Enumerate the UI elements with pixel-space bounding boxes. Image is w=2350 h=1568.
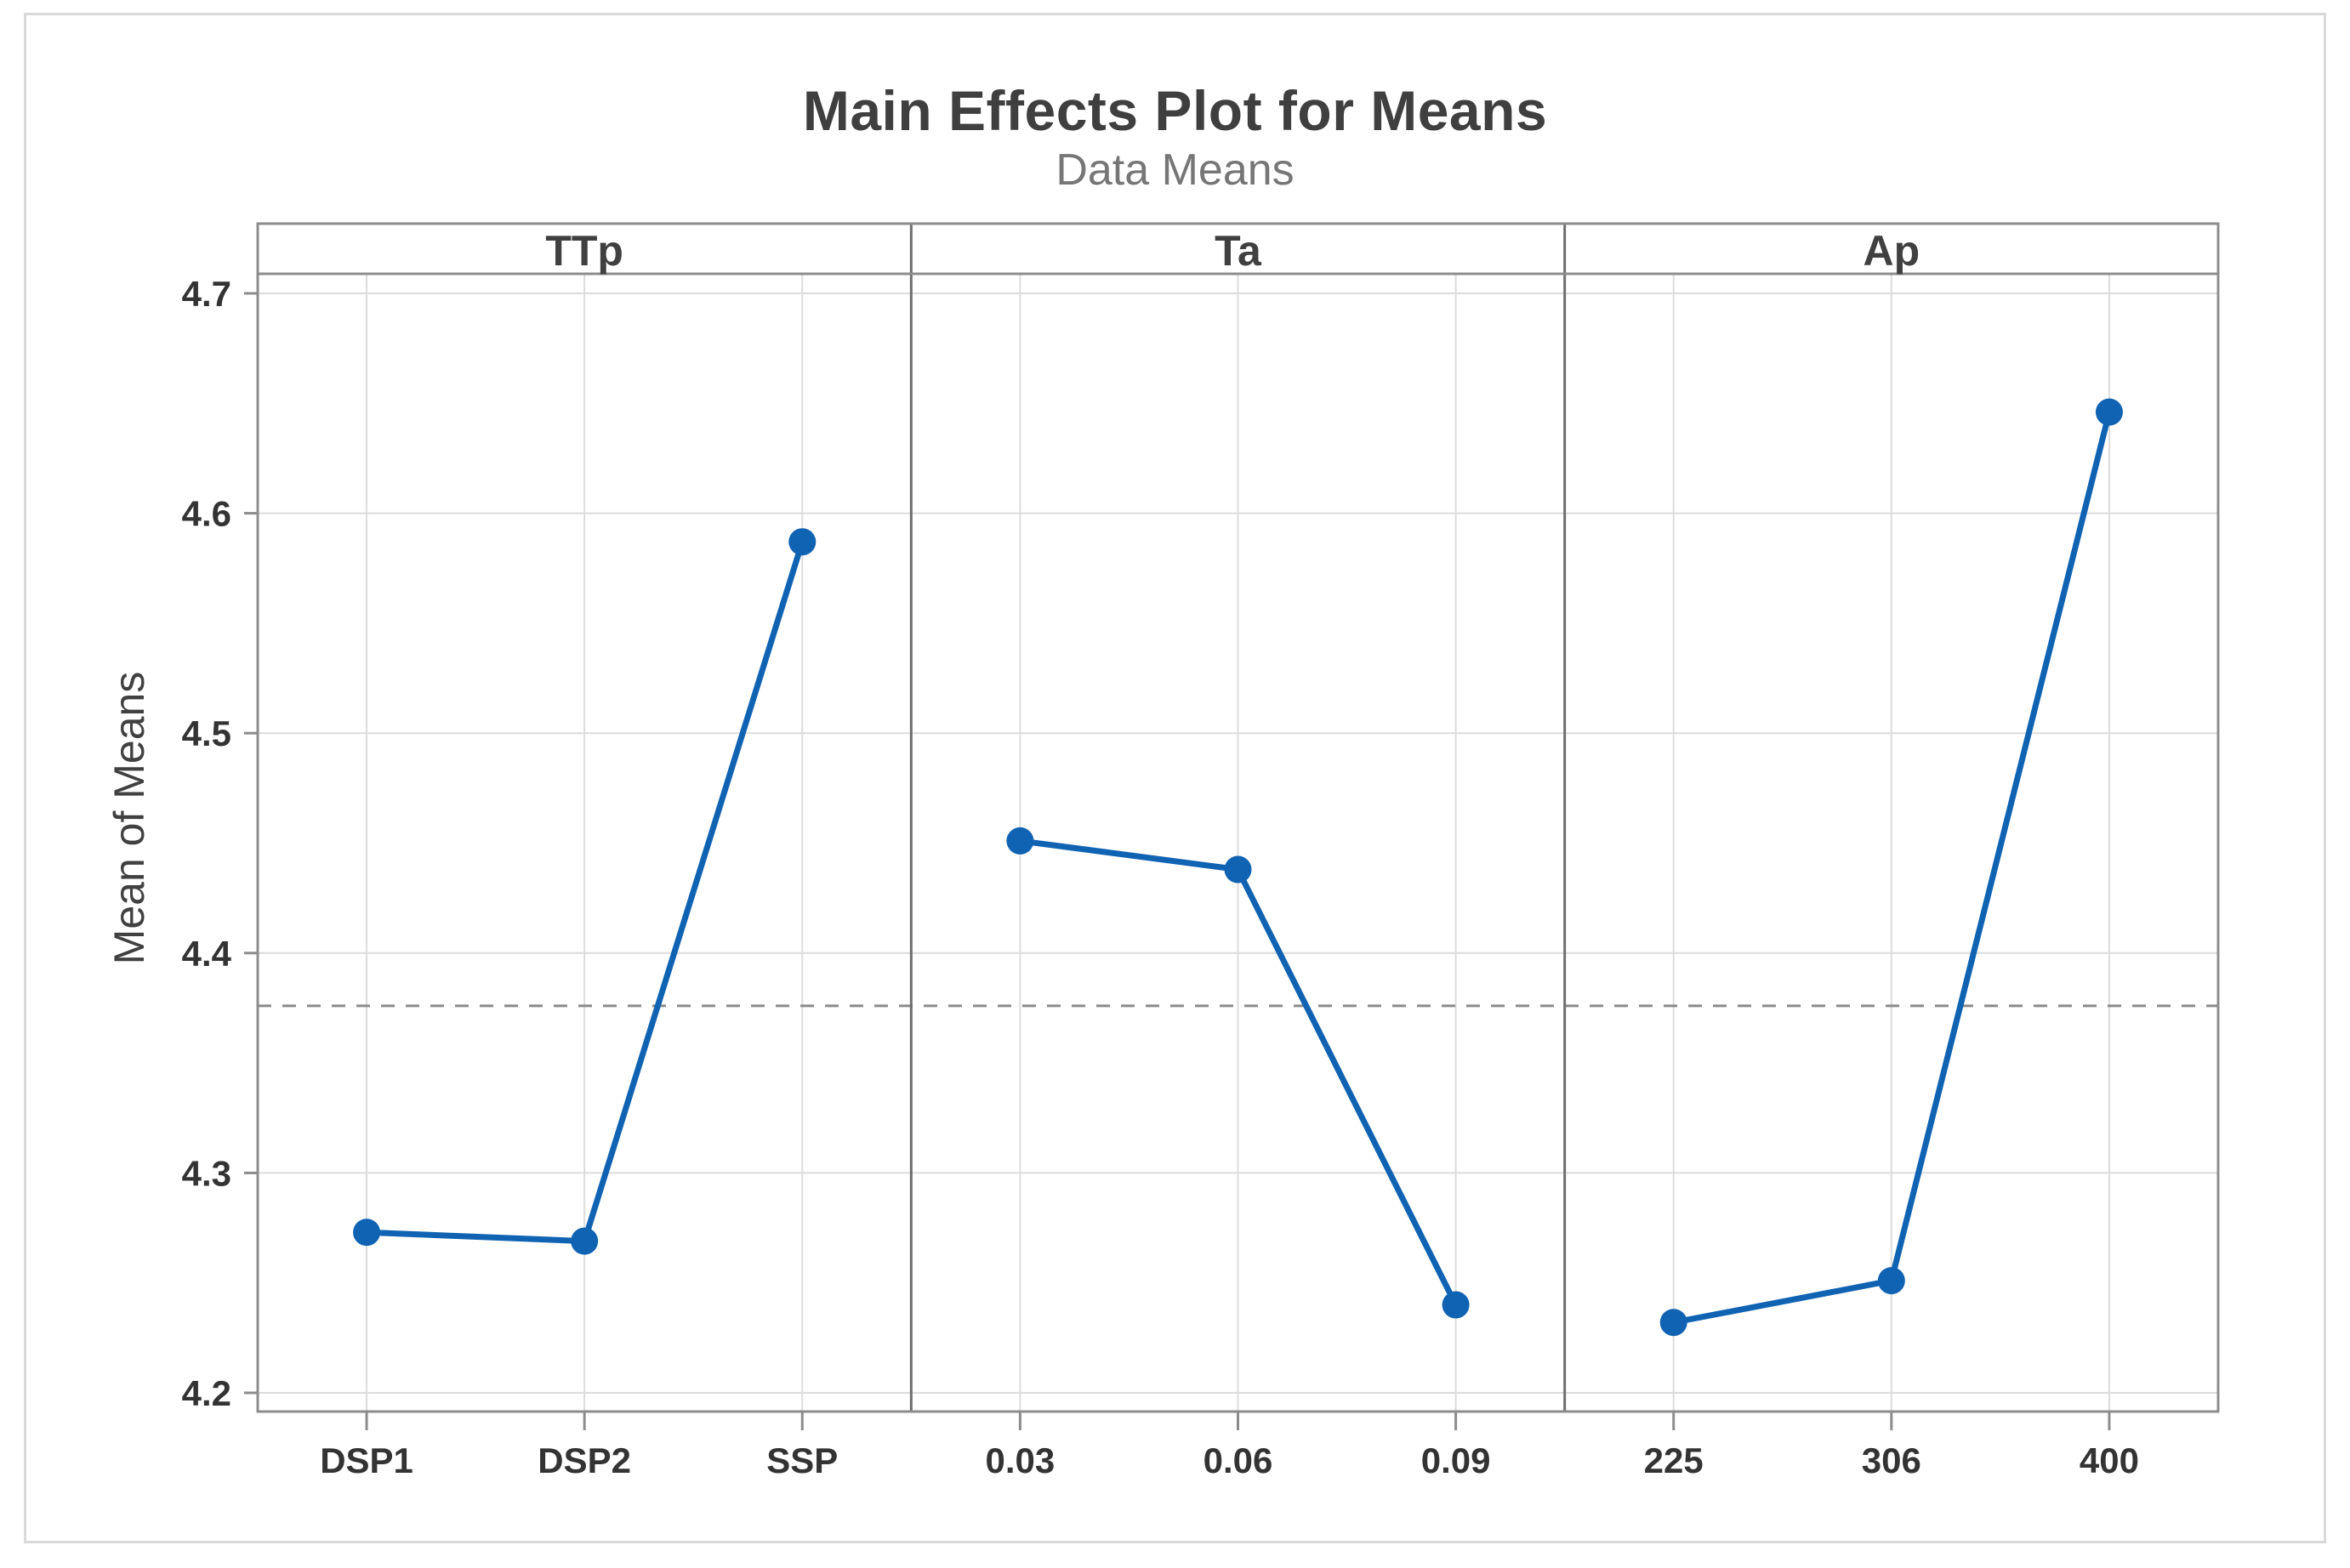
data-point-marker	[1659, 1309, 1687, 1337]
data-point-marker	[788, 528, 817, 556]
chart-title: Main Effects Plot for Means	[802, 79, 1548, 142]
data-point-marker	[2095, 398, 2123, 426]
x-tick-label: DSP2	[538, 1440, 631, 1480]
y-tick-label: 4.2	[182, 1373, 231, 1413]
panel-header-label: Ap	[1863, 227, 1920, 275]
x-tick-label: 0.03	[986, 1440, 1056, 1480]
x-tick-label: 225	[1644, 1440, 1704, 1480]
data-point-marker	[1224, 855, 1252, 883]
x-tick-label: SSP	[766, 1440, 838, 1480]
x-tick-label: 400	[2080, 1440, 2139, 1480]
data-point-marker	[1877, 1267, 1905, 1295]
x-tick-label: 0.09	[1421, 1440, 1491, 1480]
x-tick-label: 0.06	[1203, 1440, 1273, 1480]
y-tick-label: 4.6	[182, 494, 231, 534]
chart-subtitle: Data Means	[1056, 145, 1294, 195]
data-point-marker	[571, 1227, 599, 1255]
x-tick-label: 306	[1862, 1440, 1921, 1480]
y-tick-label: 4.4	[182, 934, 232, 974]
data-point-marker	[1442, 1291, 1470, 1319]
x-tick-label: DSP1	[320, 1440, 413, 1480]
data-point-marker	[1006, 827, 1034, 855]
figure-border	[24, 13, 2326, 1543]
panel-header-label: Ta	[1215, 227, 1262, 275]
panel-header-label: TTp	[545, 227, 623, 275]
y-tick-label: 4.3	[182, 1153, 231, 1193]
y-tick-label: 4.5	[182, 713, 231, 753]
data-point-marker	[353, 1219, 381, 1247]
y-tick-label: 4.7	[182, 274, 231, 314]
